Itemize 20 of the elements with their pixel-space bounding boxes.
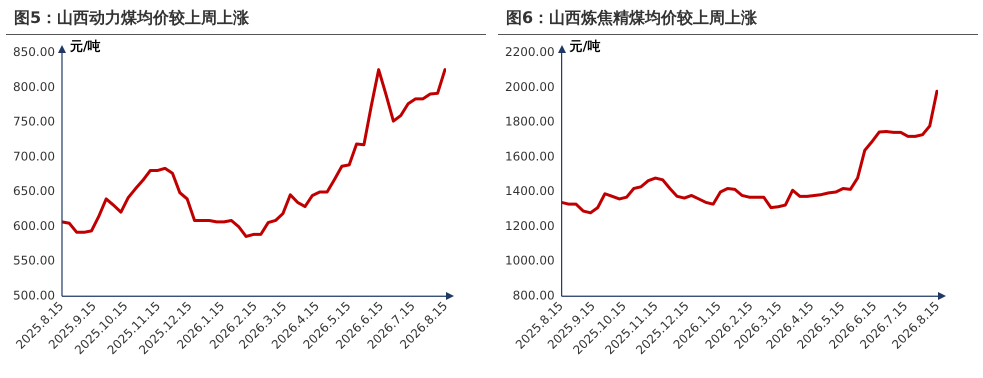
y-tick-label: 600.00 (12, 218, 55, 233)
y-tick-label: 2000.00 (505, 80, 555, 94)
y-tick-label: 1200.00 (505, 218, 555, 233)
y-tick-label: 1800.00 (505, 114, 555, 129)
y-tick-label: 1600.00 (505, 149, 555, 164)
y-tick-label: 1000.00 (505, 254, 555, 268)
y-axis-title: 元/吨 (568, 39, 600, 54)
y-tick-label: 2200.00 (505, 45, 555, 60)
y-tick-label: 850.00 (12, 45, 55, 60)
y-tick-label: 550.00 (12, 254, 55, 268)
y-tick-label: 650.00 (12, 184, 55, 198)
y-tick-label: 800.00 (512, 288, 555, 302)
chart-title: 图5：山西动力煤均价较上周上涨 (6, 0, 486, 35)
y-tick-label: 500.00 (12, 288, 55, 302)
y-tick-label: 700.00 (12, 149, 55, 164)
y-tick-label: 1400.00 (505, 184, 555, 198)
y-tick-label: 750.00 (12, 114, 55, 129)
chart-title: 图6：山西炼焦精煤均价较上周上涨 (498, 0, 978, 35)
y-tick-label: 800.00 (12, 80, 55, 94)
y-axis-title: 元/吨 (68, 39, 101, 54)
